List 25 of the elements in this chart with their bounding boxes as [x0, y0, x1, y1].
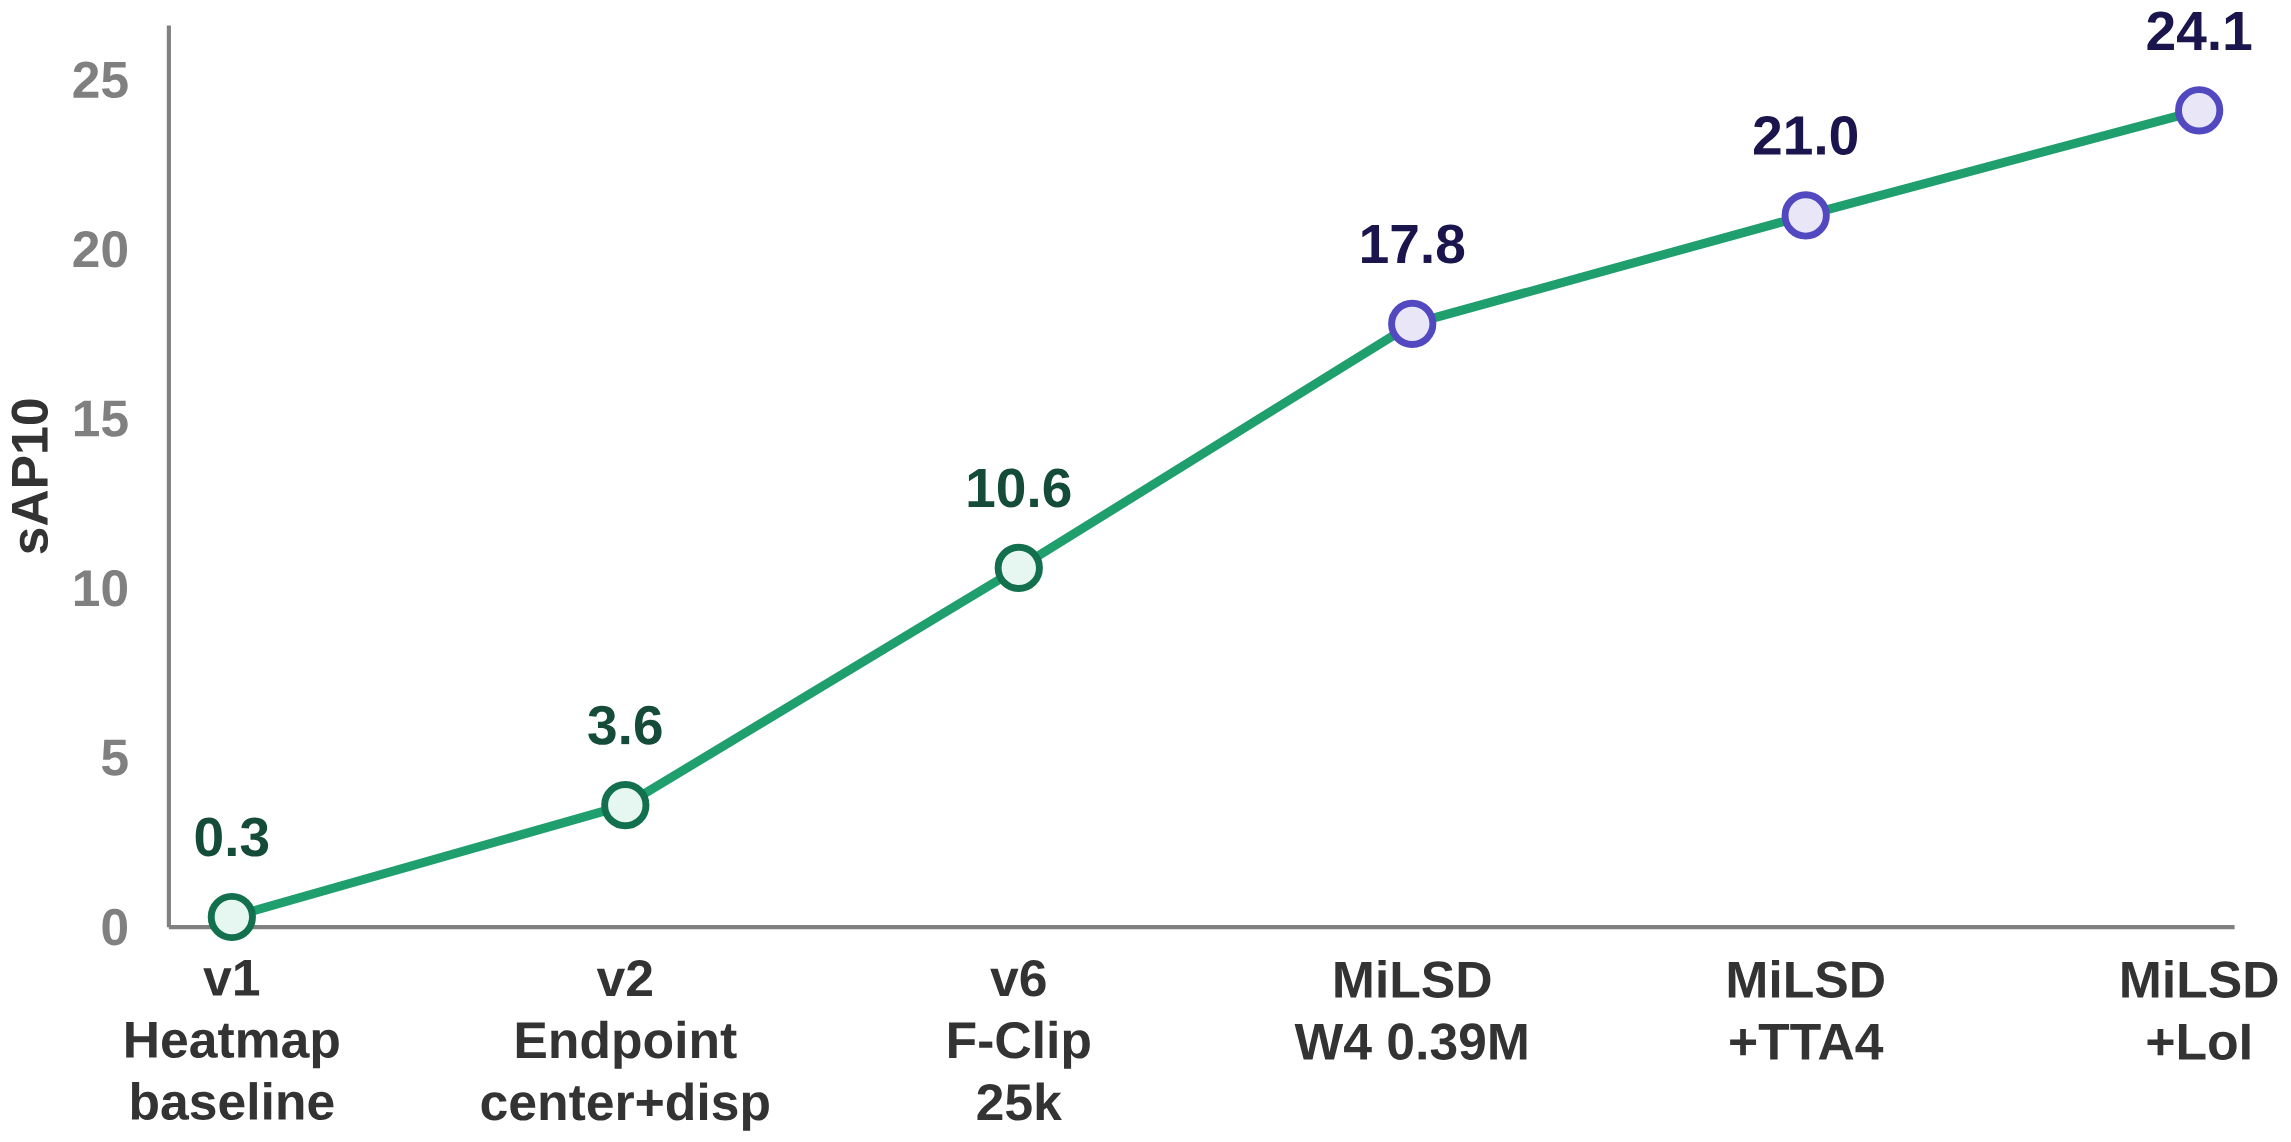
x-tick-label: MiLSD W4 0.39M [1294, 959, 1527, 1060]
point [601, 780, 650, 830]
y-axis-title: sAP10 [11, 399, 49, 554]
data-label: 10.6 [968, 468, 1071, 508]
data-label: 17.8 [1362, 224, 1465, 264]
x-tick-label: MiLSD +TTA4 [1728, 959, 1884, 1060]
data-label: 0.3 [195, 817, 269, 857]
x-tick-label: v1 Heatmap baseline [126, 959, 339, 1120]
point [994, 543, 1043, 592]
y-tick-label: 10 [74, 569, 127, 607]
y-tick-label: 0 [102, 908, 128, 946]
y-tick-label: 5 [102, 739, 128, 776]
x-tick-label: MiLSD +LoI [2122, 959, 2278, 1060]
y-tick-label: 20 [73, 230, 127, 268]
data-label: 24.1 [2147, 11, 2252, 50]
point [1388, 299, 1437, 348]
data-label: 3.6 [588, 705, 662, 745]
x-tick-label: v6 F-Clip 25k [949, 959, 1090, 1121]
data-label: 21.0 [1753, 115, 1858, 155]
y-tick-label: 25 [73, 61, 128, 98]
y-tick-label: 15 [74, 400, 128, 437]
point [1781, 191, 1830, 240]
x-tick-label: v2 Endpoint center+disp [481, 959, 769, 1131]
point [207, 892, 256, 941]
point [2175, 86, 2224, 135]
